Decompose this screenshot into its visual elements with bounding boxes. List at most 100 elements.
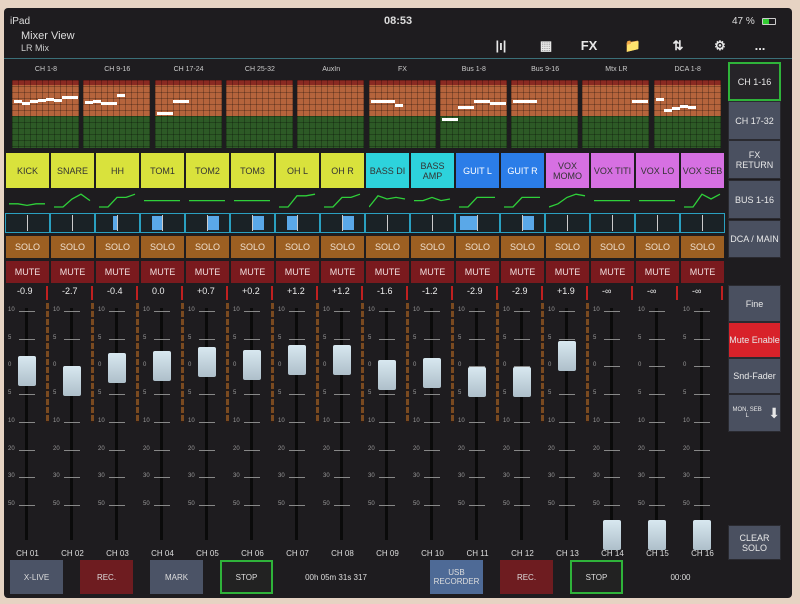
fader-cap[interactable]	[243, 349, 261, 380]
fader-cap[interactable]	[558, 340, 576, 371]
pan-control[interactable]	[680, 213, 725, 233]
channel-name-13[interactable]: VOX MOMO	[545, 152, 590, 189]
solo-button[interactable]: SOLO	[455, 235, 500, 259]
eq-curve[interactable]	[459, 191, 497, 209]
solo-button[interactable]: SOLO	[410, 235, 455, 259]
clear-solo-button[interactable]: CLEAR SOLO	[728, 525, 781, 560]
overview-label[interactable]: DCA 1-8	[674, 66, 701, 73]
grid-icon[interactable]: ▦	[539, 38, 553, 53]
overview-group-2[interactable]	[154, 80, 222, 148]
pan-control[interactable]	[545, 213, 590, 233]
fader-cap[interactable]	[423, 357, 441, 388]
pan-control[interactable]	[50, 213, 95, 233]
mute-button[interactable]: MUTE	[500, 260, 545, 284]
eq-curve[interactable]	[324, 191, 362, 209]
nav-fx-return[interactable]: FX RETURN	[728, 140, 781, 179]
eq-curve[interactable]	[684, 191, 722, 209]
mute-button[interactable]: MUTE	[410, 260, 455, 284]
solo-button[interactable]: SOLO	[680, 235, 725, 259]
eq-curve[interactable]	[99, 191, 137, 209]
nav-ch-1-16[interactable]: CH 1-16	[728, 62, 781, 101]
mute-button[interactable]: MUTE	[95, 260, 140, 284]
solo-button[interactable]: SOLO	[50, 235, 95, 259]
eq-curve[interactable]	[369, 191, 407, 209]
channel-name-6[interactable]: TOM3	[230, 152, 275, 189]
rec-button-usb[interactable]: REC.	[500, 560, 553, 594]
channel-name-11[interactable]: GUIT L	[455, 152, 500, 189]
overview-group-5[interactable]	[368, 80, 436, 148]
solo-button[interactable]: SOLO	[5, 235, 50, 259]
channel-name-16[interactable]: VOX SEB	[680, 152, 725, 189]
overview-label[interactable]: CH 1-8	[34, 66, 58, 73]
mute-button[interactable]: MUTE	[545, 260, 590, 284]
pan-control[interactable]	[275, 213, 320, 233]
overview-label[interactable]: FX	[398, 66, 407, 73]
mute-button[interactable]: MUTE	[455, 260, 500, 284]
overview-label[interactable]: CH 9-16	[104, 66, 131, 73]
fader-cap[interactable]	[153, 351, 171, 381]
overview-group-1[interactable]	[83, 80, 151, 148]
channel-name-5[interactable]: TOM2	[185, 152, 230, 189]
channel-name-12[interactable]: GUIT R	[500, 152, 545, 189]
pan-control[interactable]	[365, 213, 410, 233]
pan-control[interactable]	[95, 213, 140, 233]
mute-button[interactable]: MUTE	[230, 260, 275, 284]
channel-name-4[interactable]: TOM1	[140, 152, 185, 189]
solo-button[interactable]: SOLO	[365, 235, 410, 259]
transfer-icon[interactable]: ⇅	[672, 38, 684, 53]
solo-button[interactable]: SOLO	[545, 235, 590, 259]
channel-name-9[interactable]: BASS DI	[365, 152, 410, 189]
mute-button[interactable]: MUTE	[320, 260, 365, 284]
overview-group-7[interactable]	[511, 80, 579, 148]
nav-ch-17-32[interactable]: CH 17-32	[728, 101, 781, 140]
overview-group-3[interactable]	[225, 80, 293, 148]
solo-button[interactable]: SOLO	[185, 235, 230, 259]
usb-recorder-button[interactable]: USB RECORDER	[430, 560, 483, 594]
solo-button[interactable]: SOLO	[500, 235, 545, 259]
channel-name-10[interactable]: BASS AMP	[410, 152, 455, 189]
solo-button[interactable]: SOLO	[140, 235, 185, 259]
pan-control[interactable]	[320, 213, 365, 233]
mute-button[interactable]: MUTE	[5, 260, 50, 284]
overview-group-6[interactable]	[439, 80, 507, 148]
gear-icon[interactable]: ⚙	[714, 38, 726, 53]
channel-name-2[interactable]: SNARE	[50, 152, 95, 189]
pan-control[interactable]	[635, 213, 680, 233]
fader-cap[interactable]	[603, 520, 621, 550]
channel-name-3[interactable]: HH	[95, 152, 140, 189]
meters-icon[interactable]: |ı|	[495, 38, 507, 53]
fx-icon[interactable]: FX	[580, 38, 598, 53]
fader-cap[interactable]	[18, 356, 36, 387]
eq-curve[interactable]	[189, 191, 227, 209]
solo-button[interactable]: SOLO	[230, 235, 275, 259]
eq-curve[interactable]	[549, 191, 587, 209]
eq-curve[interactable]	[144, 191, 182, 209]
eq-curve[interactable]	[414, 191, 452, 209]
mute-button[interactable]: MUTE	[680, 260, 725, 284]
pan-control[interactable]	[230, 213, 275, 233]
stop-button-xlive[interactable]: STOP	[220, 560, 273, 594]
overview-label[interactable]: CH 17-24	[173, 66, 204, 73]
channel-name-8[interactable]: OH R	[320, 152, 365, 189]
overview-group-4[interactable]	[297, 80, 365, 148]
mute-enable-button[interactable]: Mute Enable	[728, 322, 781, 358]
fader-cap[interactable]	[108, 353, 126, 384]
overview-label[interactable]: Bus 1-8	[461, 66, 486, 73]
mon-select-button[interactable]: MON. SEB L ⬇	[728, 394, 781, 432]
overview-label[interactable]: Bus 9-16	[531, 66, 560, 73]
nav-bus-1-16[interactable]: BUS 1-16	[728, 180, 781, 219]
solo-button[interactable]: SOLO	[590, 235, 635, 259]
mute-button[interactable]: MUTE	[365, 260, 410, 284]
solo-button[interactable]: SOLO	[275, 235, 320, 259]
pan-control[interactable]	[5, 213, 50, 233]
fader-cap[interactable]	[378, 359, 396, 390]
mute-button[interactable]: MUTE	[590, 260, 635, 284]
fader-cap[interactable]	[333, 344, 351, 375]
mute-button[interactable]: MUTE	[50, 260, 95, 284]
fader-cap[interactable]	[468, 367, 486, 398]
fader-cap[interactable]	[288, 344, 306, 375]
more-icon[interactable]: ...	[754, 38, 766, 53]
pan-control[interactable]	[455, 213, 500, 233]
solo-button[interactable]: SOLO	[95, 235, 140, 259]
channel-name-14[interactable]: VOX TITI	[590, 152, 635, 189]
